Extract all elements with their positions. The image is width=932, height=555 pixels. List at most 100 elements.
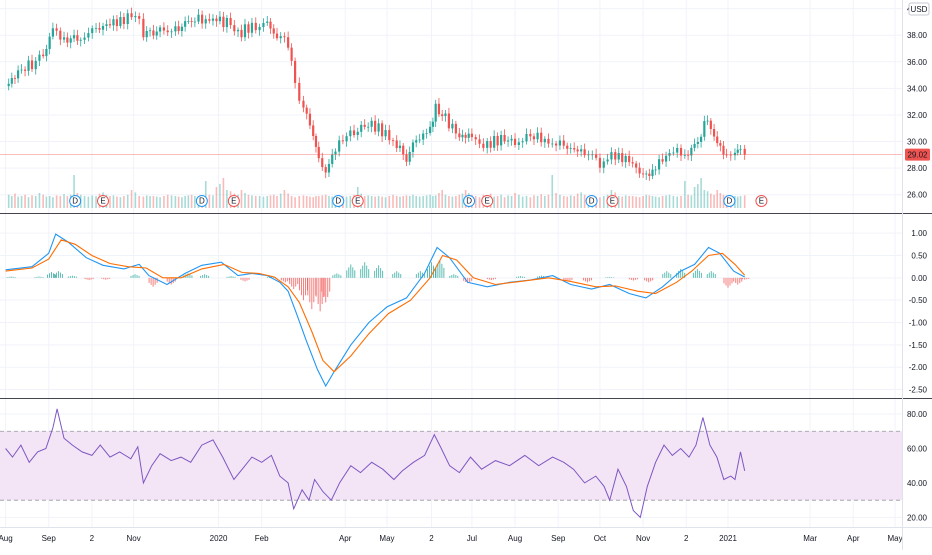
y-tick-label: 40.00 [907, 479, 928, 488]
candle-body [489, 141, 492, 148]
candle-body [356, 131, 359, 136]
volume-bar [458, 194, 461, 208]
x-tick-label: Sep [551, 534, 566, 543]
volume-bar [493, 196, 495, 208]
volume-bar [187, 195, 190, 208]
candle-body [208, 19, 211, 21]
y-tick-label: 80.00 [907, 410, 928, 419]
volume-bar [52, 197, 54, 208]
candle-body [437, 103, 441, 115]
candle-body [51, 28, 54, 37]
volume-bar [226, 190, 228, 208]
price-pane[interactable]: D E D E D E D E D E D E 29.02 [0, 7, 930, 208]
candle-body [236, 29, 240, 32]
candle-body [215, 18, 218, 22]
candle-body [602, 161, 605, 168]
y-tick-label: 34.00 [907, 84, 928, 93]
candle-body [314, 136, 318, 147]
volume-bar [710, 193, 712, 208]
volume-bar [665, 195, 667, 208]
candle-body [122, 17, 125, 25]
candle-body [743, 148, 746, 155]
volume-bar [290, 196, 293, 208]
macd-pane[interactable] [5, 233, 750, 388]
candle-body [576, 149, 579, 152]
y-tick-label: -0.50 [909, 296, 928, 305]
y-tick-label: 0.50 [911, 252, 927, 261]
candle-body [722, 145, 725, 155]
candle-body [105, 24, 108, 27]
candle-body [321, 158, 324, 168]
volume-bar [38, 193, 41, 208]
volume-bar [551, 175, 554, 208]
rsi-pane[interactable] [0, 408, 902, 519]
volume-bar [544, 196, 546, 208]
volume-bar [276, 196, 278, 208]
volume-bar [363, 196, 366, 208]
candle-body [551, 143, 554, 145]
candle-body [709, 120, 712, 129]
candle-body [380, 123, 384, 137]
candle-body [458, 133, 461, 138]
candle-body [496, 135, 499, 146]
volume-bar [687, 194, 689, 208]
last-price-badge [905, 148, 930, 161]
earnings-marker [97, 195, 110, 207]
volume-bar [20, 196, 23, 208]
candle-body [719, 143, 722, 146]
candle-body [7, 83, 10, 87]
candle-body [269, 21, 272, 29]
volume-bar [42, 194, 44, 208]
x-tick-label: Nov [127, 534, 141, 543]
candle-body [308, 113, 312, 126]
volume-bar [48, 196, 51, 208]
candle-body [298, 82, 301, 101]
candle-body [664, 155, 668, 162]
volume-bar [668, 194, 671, 208]
volume-bar [142, 196, 145, 208]
candle-body [72, 35, 76, 39]
volume-bar [533, 195, 535, 208]
candle-body [493, 135, 496, 148]
volume-bar [555, 193, 557, 208]
volume-bar [305, 196, 308, 208]
candle-body [736, 149, 739, 153]
earnings-marker [351, 195, 364, 207]
x-tick-label: Apr [847, 534, 860, 543]
candle-body [598, 157, 602, 168]
candle-body [250, 22, 254, 33]
candle-body [690, 147, 693, 156]
candle-body [287, 37, 290, 48]
candle-body [739, 148, 742, 150]
candle-body [408, 151, 411, 162]
x-tick-label: Mar [803, 534, 817, 543]
volume-bar [525, 196, 528, 208]
volume-bar [635, 196, 637, 208]
volume-bar [529, 197, 532, 208]
candle-body [451, 123, 454, 129]
volume-bar [580, 192, 582, 208]
volume-bar [145, 195, 148, 208]
candle-body [184, 21, 187, 27]
volume-bar [11, 196, 13, 208]
volume-bar [87, 196, 90, 208]
candle-body [444, 113, 447, 117]
candle-body [331, 154, 334, 164]
volume-bar [719, 193, 722, 208]
candle-body [733, 152, 737, 156]
candle-body [293, 60, 297, 83]
currency-label[interactable]: USD [908, 2, 930, 16]
candle-body [243, 24, 247, 38]
volume-bar [518, 194, 520, 208]
rsi-line [5, 408, 746, 519]
event-marker-label: E [100, 197, 105, 206]
candle-body [547, 138, 550, 144]
volume-bar [258, 196, 261, 208]
event-marker-label: D [589, 197, 595, 206]
x-tick-label: May [887, 534, 902, 543]
event-marker-label: D [335, 197, 341, 206]
volume-bar [658, 197, 660, 208]
candle-body [312, 125, 315, 137]
volume-bar [448, 196, 450, 208]
volume-bar [31, 195, 33, 208]
